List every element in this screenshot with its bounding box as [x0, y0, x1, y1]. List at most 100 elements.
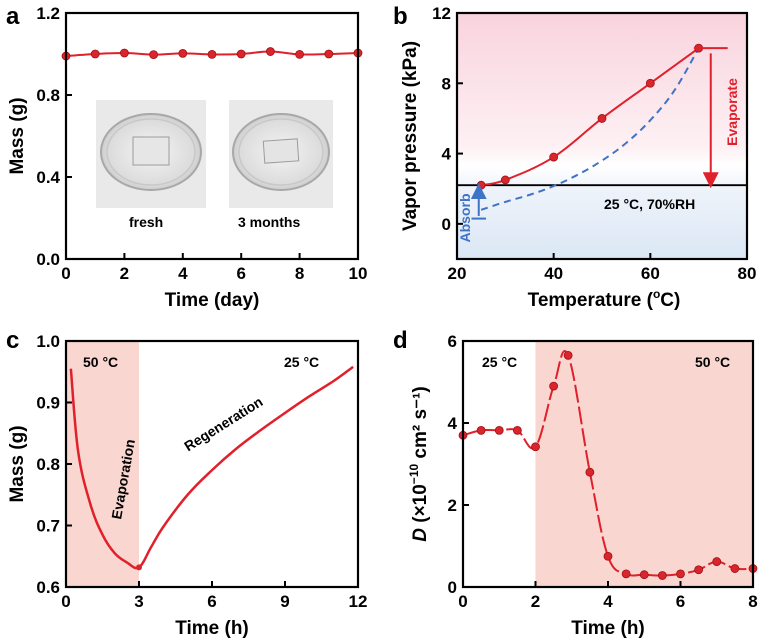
- reference-label-b: 25 °C, 70%RH: [604, 196, 695, 212]
- plot-d: 0 2 4 6 8 0 2 4 6: [448, 332, 758, 611]
- fresh-caption: fresh: [129, 214, 163, 230]
- data-point-b: [597, 114, 607, 123]
- ylabel-d: D (×10−10 cm² s⁻¹): [407, 386, 431, 542]
- data-point-a: [207, 50, 217, 59]
- y-tick-label-c: 0.6: [36, 578, 60, 597]
- data-point-d: [712, 557, 722, 566]
- data-point-d: [639, 570, 649, 580]
- x-tick-label-d: 8: [748, 592, 757, 611]
- temp-label-50c-d: 50 °C: [695, 354, 730, 370]
- absorb-label: Absorb: [457, 194, 473, 243]
- xlabel-d: Time (h): [571, 618, 645, 638]
- data-point-d: [585, 467, 595, 477]
- x-tick-label-a: 0: [61, 264, 70, 283]
- y-tick-label-b: 8: [442, 74, 451, 93]
- 3-months-photo: [229, 100, 333, 208]
- data-point-d: [694, 565, 704, 575]
- y-tick-label-c: 1.0: [36, 332, 60, 351]
- y-tick-label-a: 0.4: [36, 168, 60, 187]
- ylabel-c: Mass (g): [7, 425, 28, 502]
- x-tick-label-d: 0: [458, 592, 467, 611]
- shaded-region-d: [535, 341, 753, 587]
- x-tick-label-a: 10: [349, 264, 368, 283]
- temp-label-50c: 50 °C: [83, 354, 118, 370]
- background-gradient-b: [457, 13, 747, 259]
- y-tick-label-d: 2: [448, 496, 457, 515]
- y-tick-label-c: 0.7: [36, 517, 60, 536]
- data-point-b: [645, 78, 655, 88]
- x-tick-label-c: 12: [349, 592, 368, 611]
- ylabel-a: Mass (g): [7, 97, 28, 174]
- data-point-b: [476, 180, 486, 190]
- plot-b: 20 40 60 80 0 4 8 12: [432, 4, 756, 283]
- x-tick-label-c: 6: [207, 592, 216, 611]
- evaporate-label: Evaporate: [724, 78, 740, 146]
- panel-letter-c: c: [6, 327, 19, 354]
- x-tick-label-a: 2: [120, 264, 129, 283]
- water-dashed-line: [480, 47, 700, 211]
- data-point-d: [531, 442, 540, 452]
- panel-a: a fresh 3 months 0 2 4 6 8 10 0.0 0.4 0.8 1.2 Mas…: [6, 3, 367, 311]
- data-point-a: [236, 49, 246, 59]
- plot-frame-d: [461, 339, 755, 589]
- panel-c: c 0 3 6 9 12 0.6 0.7 0.8 0.9 1.0 Mass (g) Time (h…: [6, 327, 367, 638]
- mass-curve-c: [69, 365, 354, 570]
- panel-letter-a: a: [6, 3, 20, 30]
- data-point-d: [563, 350, 573, 360]
- x-tick-label-a: 4: [178, 264, 188, 283]
- data-point-d: [676, 569, 685, 579]
- y-tick-label-a: 0.0: [36, 250, 60, 269]
- xlabel-a: Time (day): [165, 290, 260, 311]
- panel-b: b 20 40 60 80 0 4 8 12 Vapor pressure (kPa) Tem…: [393, 3, 756, 311]
- plot-c: 0 3 6 9 12 0.6 0.7 0.8 0.9 1.0: [36, 332, 367, 611]
- data-point-b: [500, 175, 510, 185]
- x-tick-label-c: 0: [61, 592, 70, 611]
- y-tick-label-c: 0.9: [36, 394, 60, 413]
- data-point-d: [730, 564, 740, 573]
- data-point-a: [90, 49, 100, 59]
- data-point-d: [621, 569, 631, 579]
- plot-frame-a: [64, 11, 360, 261]
- data-point-a: [265, 47, 275, 56]
- temp-label-25c-d: 25 °C: [482, 354, 517, 370]
- ylabel-b: Vapor pressure (kPa): [400, 41, 421, 231]
- y-tick-label-a: 1.2: [36, 4, 60, 23]
- plot-frame-c: [64, 339, 360, 589]
- y-tick-label-b: 12: [432, 4, 451, 23]
- x-tick-label-d: 4: [603, 592, 613, 611]
- x-tick-label-c: 9: [280, 592, 289, 611]
- x-tick-label-b: 80: [738, 264, 757, 283]
- y-tick-label-d: 0: [448, 578, 457, 597]
- y-tick-label-a: 0.8: [36, 86, 60, 105]
- shaded-region-c: [66, 341, 139, 587]
- data-point-d: [657, 571, 667, 580]
- y-tick-label-d: 6: [448, 332, 457, 351]
- minimum-point-c: [136, 564, 142, 571]
- regeneration-label: Regeneration: [181, 393, 265, 454]
- x-tick-label-c: 3: [134, 592, 143, 611]
- y-tick-label-b: 0: [442, 215, 451, 234]
- temp-label-25c: 25 °C: [284, 354, 319, 370]
- plot-frame-b: [455, 11, 749, 261]
- data-point-a: [120, 48, 129, 58]
- data-point-d: [494, 425, 504, 435]
- data-point-d: [476, 425, 486, 435]
- data-point-a: [324, 49, 334, 59]
- plot-a: 0 2 4 6 8 10 0.0 0.4 0.8 1.2: [36, 4, 367, 283]
- panel-letter-d: d: [393, 327, 408, 354]
- data-point-a: [149, 50, 159, 60]
- x-tick-label-b: 60: [641, 264, 660, 283]
- y-tick-label-d: 4: [448, 414, 458, 433]
- fresh-photo: [96, 100, 206, 208]
- x-tick-label-b: 20: [448, 264, 467, 283]
- xlabel-c: Time (h): [175, 618, 249, 638]
- data-point-d: [512, 425, 522, 435]
- x-tick-label-b: 40: [544, 264, 563, 283]
- y-tick-label-b: 4: [442, 145, 452, 164]
- y-tick-label-c: 0.8: [36, 455, 60, 474]
- xlabel-b: Temperature (oC): [528, 287, 681, 311]
- x-tick-label-a: 6: [236, 264, 245, 283]
- data-point-a: [178, 48, 188, 58]
